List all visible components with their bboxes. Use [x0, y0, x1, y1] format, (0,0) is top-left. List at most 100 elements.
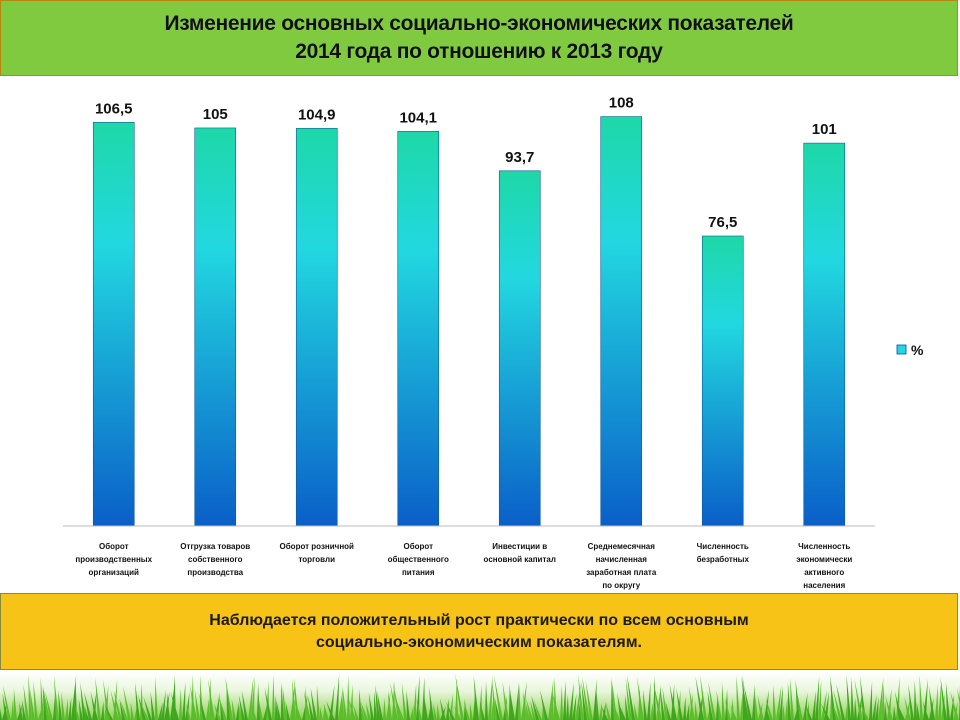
grass-blade [28, 674, 32, 720]
grass-blade [446, 698, 449, 720]
grass-blade [611, 677, 614, 720]
grass-blade [218, 695, 227, 720]
grass-blade [61, 691, 65, 720]
grass-blade [395, 696, 404, 720]
grass-blade [485, 681, 488, 720]
grass-blade [833, 689, 842, 720]
grass-blade [68, 697, 72, 720]
grass-blade [945, 681, 950, 720]
grass-blade [637, 676, 644, 720]
grass-blade [625, 678, 632, 720]
grass-blade [653, 676, 656, 720]
grass-blade [721, 681, 725, 720]
note-line-1: Наблюдается положительный рост практичес… [209, 611, 749, 629]
grass-blade [539, 689, 548, 720]
grass-blade [104, 703, 113, 720]
grass-blade [765, 698, 773, 720]
grass-blade [846, 674, 851, 720]
grass-blade [542, 702, 545, 720]
grass-blade [638, 687, 641, 720]
grass-blade [454, 705, 461, 720]
grass-blade [479, 701, 485, 720]
grass-blade [166, 692, 170, 720]
grass-blade [773, 685, 776, 720]
grass-blade [239, 705, 242, 720]
grass-blade [437, 703, 440, 720]
grass-blade [158, 702, 163, 720]
grass-blade [881, 682, 884, 720]
category-label: Численность безработных [697, 542, 750, 564]
grass-blade [206, 698, 209, 720]
grass-blade [40, 677, 44, 720]
grass-blade [439, 698, 446, 720]
grass-blade [290, 681, 296, 720]
grass-blade [292, 678, 296, 720]
grass-blade [619, 705, 626, 720]
grass-blade [213, 703, 221, 720]
legend-label: % [911, 342, 924, 358]
grass-blade [257, 682, 260, 720]
grass-blade [137, 694, 146, 720]
grass-blade [13, 688, 17, 720]
grass-blade [150, 691, 155, 720]
grass-blade [78, 699, 83, 720]
bar-chart: 106,5 Оборот производственных организаций 10… [63, 95, 924, 590]
grass-blade [215, 692, 220, 720]
grass-blade [135, 682, 140, 720]
title-banner: Изменение основных социально-экономическ… [0, 0, 958, 76]
grass-blade [293, 698, 302, 720]
grass-blade [854, 678, 863, 720]
legend: % [896, 342, 924, 358]
grass-blade [806, 705, 812, 720]
grass-blade [676, 687, 683, 720]
grass-blade [821, 689, 827, 720]
grass-blade [755, 694, 758, 720]
grass-blade [103, 679, 110, 720]
grass-blade [854, 697, 857, 720]
grass-blade [323, 703, 329, 720]
grass-blade [578, 674, 584, 720]
category-label: Отгрузка товаров собственного производства [180, 542, 250, 577]
grass-blade [348, 698, 356, 720]
grass-blade [182, 681, 186, 720]
category-label: Оборот производственных организаций [75, 542, 152, 577]
grass-blade [42, 685, 50, 720]
legend-swatch [896, 344, 907, 355]
category-label: Оборот розничной торговли [280, 542, 355, 564]
grass-blade [551, 689, 554, 720]
grass-blade [904, 696, 911, 720]
grass-blade [601, 705, 608, 720]
grass-blade [815, 676, 820, 720]
grass-blade [263, 700, 269, 720]
grass-blade [872, 694, 877, 720]
grass-blade [548, 679, 554, 720]
grass-blade [502, 681, 509, 720]
grass-blade [836, 683, 845, 720]
grass-blade [390, 682, 398, 720]
grass-blade [446, 701, 455, 720]
grass-blade [724, 698, 731, 720]
grass-blade [281, 682, 284, 720]
grass-blade [65, 698, 68, 720]
grass-blade [360, 703, 365, 720]
grass-blade [642, 689, 647, 720]
grass-blade [928, 685, 935, 720]
grass-blade [179, 688, 182, 720]
bar [701, 235, 744, 527]
grass-blade [551, 690, 560, 720]
grass-blade [782, 705, 785, 720]
grass-blade [605, 702, 611, 720]
grass-blade [896, 702, 905, 720]
bar [498, 170, 541, 527]
grass-blade [225, 677, 233, 720]
grass-blade [653, 681, 662, 720]
grass-blade [164, 691, 170, 720]
bar [194, 127, 237, 527]
title-line-2: 2014 года по отношению к 2013 году [295, 40, 663, 63]
grass-blade [307, 696, 314, 720]
grass-blade [940, 676, 947, 720]
category-label: Среднемесячная начисленная заработная плат… [586, 542, 657, 590]
title-line-1: Изменение основных социально-экономическ… [164, 12, 794, 35]
bar-value-label: 76,5 [708, 214, 737, 231]
grass-blade [812, 690, 816, 720]
